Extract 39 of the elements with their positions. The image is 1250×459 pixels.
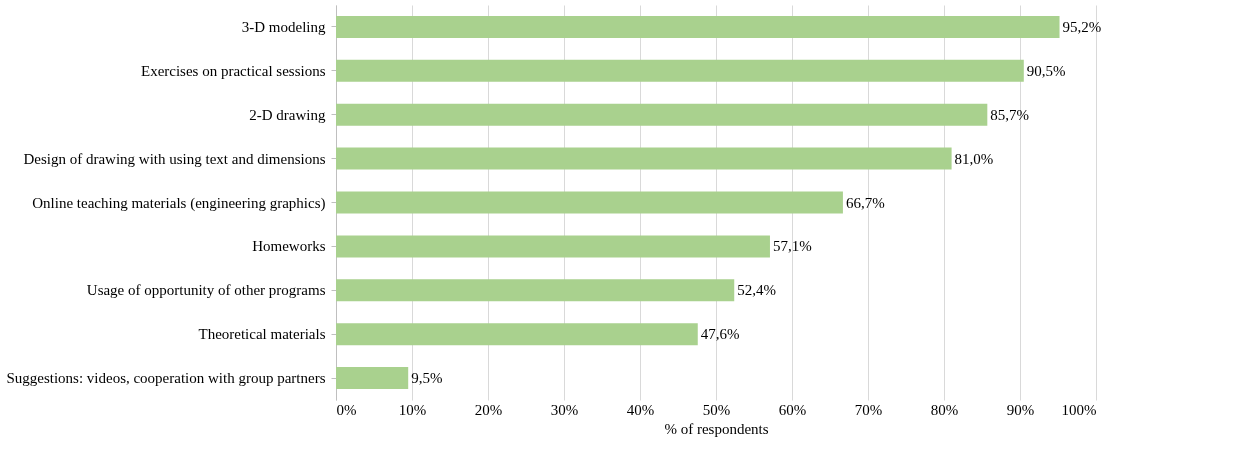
x-tick-label: 100%	[1061, 401, 1097, 418]
x-tick-label: 90%	[1006, 401, 1035, 418]
y-tick-label: Homeworks	[252, 238, 326, 255]
data-label: 57,1%	[772, 238, 812, 255]
bar	[336, 323, 698, 346]
bar	[336, 59, 1024, 82]
data-label: 85,7%	[990, 106, 1030, 123]
y-tick-label: Exercises on practical sessions	[140, 62, 326, 79]
x-tick-label: 10%	[398, 401, 427, 418]
y-tick-label: Suggestions: videos, cooperation with group partners	[6, 370, 326, 387]
x-tick-label: 30%	[550, 401, 579, 418]
x-tick-label: 60%	[778, 401, 807, 418]
x-tick-label: 80%	[930, 401, 959, 418]
y-tick-label: 2-D drawing	[249, 106, 326, 123]
bar	[336, 367, 409, 390]
x-tick-label: 70%	[854, 401, 883, 418]
y-tick-label: Theoretical materials	[198, 326, 326, 343]
x-tick-label: 40%	[626, 401, 655, 418]
data-label: 81,0%	[954, 150, 994, 167]
x-axis-title: % of respondents	[664, 420, 769, 437]
data-label: 52,4%	[737, 282, 776, 299]
data-label: 66,7%	[845, 194, 885, 211]
bar	[336, 147, 952, 170]
y-tick-label: Usage of opportunity of other programs	[86, 282, 326, 299]
bar	[336, 103, 988, 126]
data-label: 90,5%	[1026, 62, 1066, 79]
x-tick-label: 0%	[336, 401, 357, 418]
bar	[336, 235, 770, 258]
y-tick-label: Design of drawing with using text and dimensions	[23, 150, 326, 167]
x-tick-label: 50%	[702, 401, 731, 418]
bar	[336, 191, 843, 214]
bar	[336, 15, 1060, 38]
data-label: 9,5%	[411, 370, 443, 387]
data-label: 95,2%	[1062, 18, 1102, 35]
x-tick-label: 20%	[474, 401, 503, 418]
bar	[336, 279, 735, 302]
data-label: 47,6%	[700, 326, 740, 343]
y-tick-label: Online teaching materials (engineering graphics)	[32, 194, 326, 212]
y-tick-label: 3-D modeling	[241, 18, 326, 35]
